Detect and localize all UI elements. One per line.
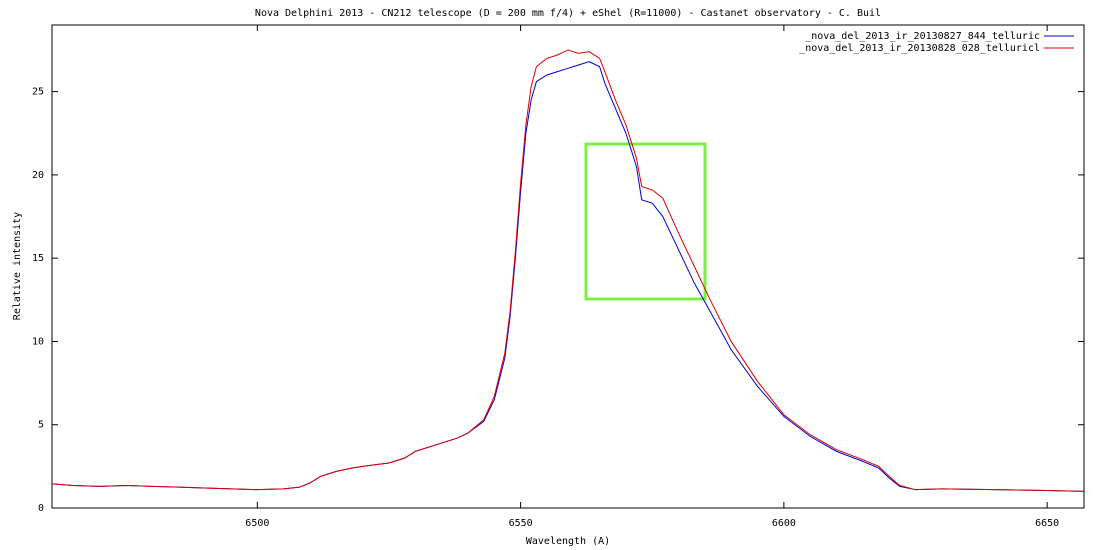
x-tick-label: 6600 xyxy=(772,518,796,529)
x-tick-label: 6650 xyxy=(1035,518,1059,529)
legend-label: _nova_del_2013_ir_20130827_844_telluric xyxy=(805,31,1040,42)
x-axis-label: Wavelength (A) xyxy=(526,536,610,547)
y-axis-label: Relative intensity xyxy=(12,212,23,320)
highlight-box xyxy=(584,142,707,301)
y-tick-label: 15 xyxy=(32,253,44,264)
y-tick-label: 5 xyxy=(38,420,44,431)
y-tick-label: 25 xyxy=(32,87,44,98)
series-line xyxy=(51,49,1085,492)
y-tick-label: 10 xyxy=(32,336,44,347)
y-tick-label: 20 xyxy=(32,170,44,181)
legend-label: _nova_del_2013_ir_20130828_028_telluricl xyxy=(799,43,1040,54)
x-tick-label: 6500 xyxy=(245,518,269,529)
chart-title: Nova Delphini 2013 - CN212 telescope (D … xyxy=(255,8,881,19)
series-line xyxy=(51,61,1085,492)
plot-frame xyxy=(51,24,1085,509)
x-tick-label: 6550 xyxy=(509,518,533,529)
y-tick-label: 0 xyxy=(38,503,44,514)
